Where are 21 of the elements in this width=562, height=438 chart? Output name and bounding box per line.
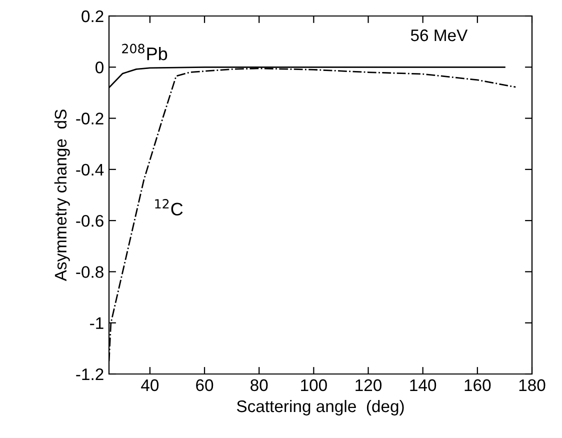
x-tick-label: 180 bbox=[519, 379, 546, 392]
y-tick-label: -1.2 bbox=[76, 368, 104, 380]
x-tick-label: 160 bbox=[464, 379, 491, 392]
series-label: $^{12}$C bbox=[155, 199, 183, 216]
y-tick-label: -1 bbox=[90, 317, 104, 329]
x-tick-label: 60 bbox=[196, 379, 214, 392]
x-tick-label: 40 bbox=[141, 379, 159, 392]
y-tick-label: 0.2 bbox=[82, 10, 104, 22]
x-tick-label: 140 bbox=[410, 379, 436, 392]
x-axis-title: Scattering angle (deg) bbox=[236, 400, 404, 416]
y-tick-label: 0 bbox=[96, 62, 104, 74]
y-tick-label: -0.6 bbox=[76, 214, 104, 227]
annotation: 56 MeV bbox=[410, 29, 468, 42]
y-tick-label: -0.4 bbox=[76, 164, 104, 176]
legend-label: $^{208}$Pb bbox=[122, 44, 168, 60]
x-tick-label: 100 bbox=[301, 379, 327, 392]
x-tick-label: 80 bbox=[250, 379, 268, 392]
y-axis-title: Asymmetry change dS bbox=[54, 110, 70, 282]
y-tick-label: -0.8 bbox=[76, 266, 104, 278]
y-tick-label: -0.2 bbox=[76, 112, 104, 124]
x-tick-label: 120 bbox=[356, 379, 382, 392]
